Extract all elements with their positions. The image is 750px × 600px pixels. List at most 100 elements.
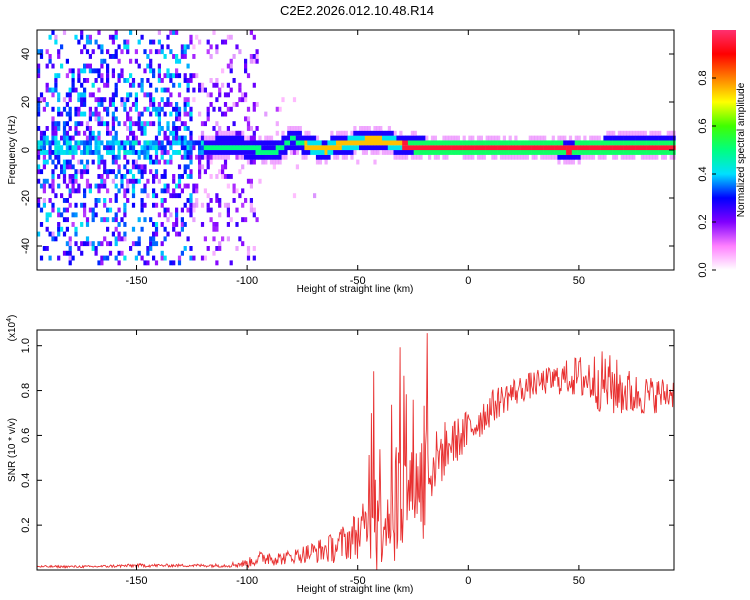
spectrogram-cell: [215, 49, 219, 55]
spectrogram-cell: [301, 150, 305, 155]
spectrogram-cell: [117, 260, 121, 266]
spectrogram-cell: [637, 130, 642, 136]
spectrogram-cell: [163, 169, 167, 175]
spectrogram-cell: [327, 140, 331, 146]
spectrogram-cell: [499, 154, 504, 160]
spectrogram-cell: [175, 231, 179, 237]
snr-y-axis-title: SNR (10 * v/v): [7, 418, 18, 482]
spectrogram-cell: [482, 150, 486, 155]
spectrogram-cell: [189, 154, 193, 160]
spectrogram-cell: [172, 73, 176, 79]
spectrogram-cell: [252, 159, 256, 165]
spectrogram-cell: [169, 193, 173, 199]
spectrogram-cell: [528, 135, 532, 141]
spectrogram-cell: [261, 145, 265, 151]
spectrogram-cell: [163, 54, 167, 59]
spectrogram-cell: [177, 126, 182, 131]
spectrogram-cell: [223, 150, 228, 155]
spectrogram-cell: [241, 145, 245, 151]
spectrogram-cell: [172, 30, 176, 35]
spectrogram-cell: [91, 159, 95, 165]
spectrogram-cell: [531, 140, 535, 146]
spectrogram-cell: [83, 188, 87, 194]
spectrogram-cell: [39, 92, 44, 98]
spectrogram-cell: [65, 164, 69, 170]
spectrogram-cell: [45, 49, 49, 55]
spectrogram-cell: [200, 150, 205, 155]
spectrogram-cell: [88, 111, 92, 117]
spectrogram-cell: [131, 174, 136, 179]
spectrogram-cell: [88, 130, 92, 136]
spectrogram-cell: [218, 212, 222, 218]
spectrogram-cell: [390, 135, 394, 141]
spectrogram-cell: [54, 140, 58, 146]
spectrogram-cell: [269, 140, 274, 146]
spectrogram-cell: [568, 154, 573, 160]
spectrogram-cell: [103, 82, 107, 88]
spectrogram-cell: [226, 174, 230, 179]
spectrogram-cell: [206, 111, 210, 117]
spectrogram-cell: [635, 140, 639, 146]
spectrogram-cell: [146, 193, 150, 199]
spectrogram-cell: [367, 140, 371, 146]
spectrogram-cell: [91, 207, 95, 213]
spectrogram-cell: [117, 140, 121, 146]
spectrogram-cell: [126, 39, 130, 45]
spectrogram-cell: [430, 145, 435, 151]
spectrogram-cell: [497, 145, 501, 151]
spectrogram-cell: [62, 178, 67, 184]
spectrogram-cell: [172, 188, 176, 194]
spectrogram-cell: [154, 202, 159, 208]
spectrogram-cell: [152, 241, 156, 247]
spectrogram-cell: [166, 217, 170, 223]
spectrogram-cell: [229, 63, 233, 69]
spectrogram-cell: [264, 135, 268, 141]
spectrogram-cell: [405, 140, 409, 146]
spectrogram-cell: [85, 39, 90, 45]
spectrogram-cell: [226, 145, 230, 151]
spectrogram-cell: [100, 241, 104, 247]
spectrogram-cell: [88, 34, 92, 40]
spectrogram-cell: [373, 145, 377, 151]
y-tick-label: 0: [20, 147, 32, 153]
spectrogram-cell: [83, 202, 87, 208]
spectrogram-cell: [482, 140, 486, 146]
spectrogram-cell: [206, 202, 210, 208]
spectrogram-cell: [637, 150, 642, 155]
spectrogram-cell: [134, 255, 138, 261]
spectrogram-cell: [563, 154, 567, 160]
spectrogram-cell: [157, 140, 161, 146]
spectrogram-cell: [238, 140, 242, 146]
spectrogram-cell: [290, 126, 294, 131]
spectrogram-cell: [57, 97, 61, 103]
spectrogram-cell: [37, 169, 41, 175]
spectrogram-cell: [108, 198, 113, 203]
spectrogram-cell: [183, 150, 187, 155]
spectrogram-cell: [367, 130, 371, 136]
spectrogram-cell: [137, 140, 141, 146]
spectrogram-cell: [172, 82, 176, 88]
spectrogram-cell: [117, 250, 121, 256]
spectrogram-cell: [149, 236, 153, 242]
spectrogram-cell: [143, 217, 147, 223]
spectrogram-cell: [106, 217, 110, 223]
spectrogram-cell: [540, 135, 544, 141]
spectrogram-cell: [123, 231, 127, 237]
spectrogram-cell: [160, 198, 164, 203]
spectrogram-cell: [108, 241, 113, 247]
spectrogram-cell: [192, 202, 196, 208]
spectrogram-cell: [249, 140, 253, 146]
spectrogram-cell: [77, 97, 81, 103]
y-tick-label: 0.4: [20, 473, 32, 488]
spectrogram-cell: [68, 246, 72, 251]
spectrogram-cell: [246, 178, 251, 184]
spectrogram-cell: [488, 135, 492, 141]
spectrogram-cell: [577, 135, 581, 141]
spectrogram-cell: [206, 207, 210, 213]
spectrogram-cell: [419, 140, 423, 146]
spectrogram-cell: [336, 154, 340, 160]
spectrogram-cell: [226, 202, 230, 208]
spectrogram-cell: [318, 150, 322, 155]
spectrogram-cell: [48, 145, 52, 151]
spectrogram-cell: [603, 135, 607, 141]
